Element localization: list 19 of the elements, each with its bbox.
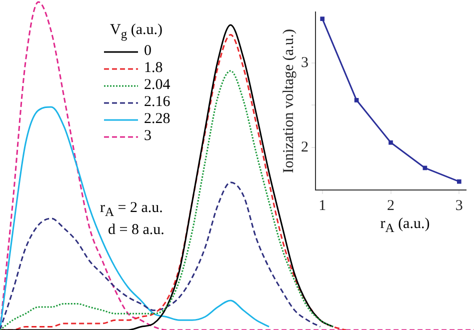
x-tick-label: 3 — [455, 198, 463, 214]
point — [388, 140, 393, 145]
point — [320, 16, 325, 21]
legend-label: 0 — [144, 43, 152, 60]
point — [456, 179, 462, 184]
x-axis-title: r$_{A}$ (a.u.) — [379, 216, 431, 236]
point — [354, 98, 359, 102]
annotation: r$_{A}$ = 2 a.u. — [100, 200, 163, 220]
point — [422, 166, 428, 170]
legend-label: 2.28 — [144, 111, 170, 128]
legend-title: V$_{g}$ (a.u.) — [109, 22, 164, 43]
legend-label: 2.16 — [144, 94, 170, 111]
legend-label: 2.04 — [144, 77, 170, 94]
legend-label: 1.8 — [144, 60, 163, 77]
annotation: d = 8 a.u. — [108, 222, 164, 239]
y-axis-title: Ionization voltage (a.u.) — [280, 28, 297, 174]
x-tick-label: 1 — [318, 198, 326, 214]
x-tick-label: 2 — [387, 198, 394, 214]
legend-label: 3 — [144, 128, 152, 145]
